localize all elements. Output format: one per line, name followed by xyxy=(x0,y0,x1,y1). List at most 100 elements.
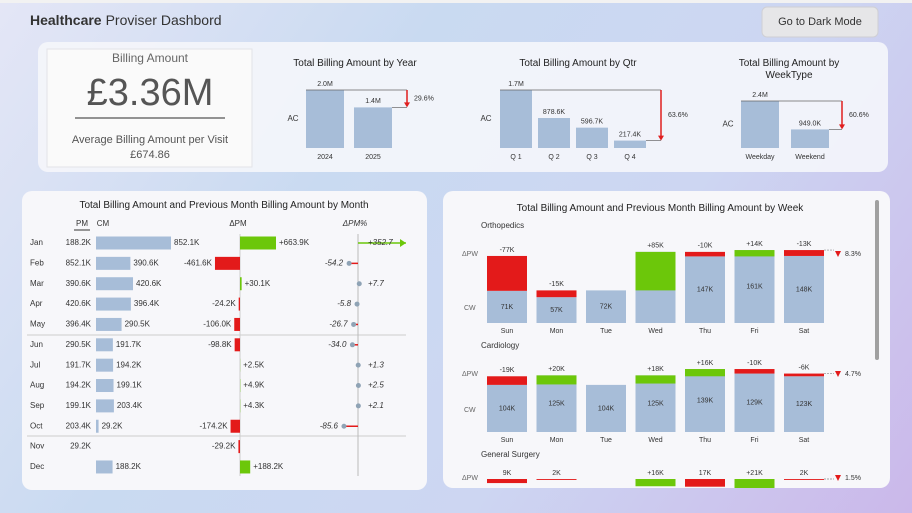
delta-label: +30.1K xyxy=(245,279,271,288)
cw-bar xyxy=(635,375,676,432)
dashboard-title: Healthcare Proviser Dashbord xyxy=(30,12,222,28)
dark-mode-button[interactable] xyxy=(761,6,879,38)
row-label: Apr xyxy=(30,299,43,308)
category-label: Sun xyxy=(501,437,514,444)
title-rest: Proviser Dashbord xyxy=(106,12,222,28)
bar xyxy=(791,129,829,148)
axis-label: ΔPW xyxy=(462,251,478,258)
cm-label: 29.2K xyxy=(102,421,124,430)
delta-bar xyxy=(734,479,775,488)
category-label: 2025 xyxy=(365,154,381,161)
column-header: ΔPM% xyxy=(342,219,367,228)
category-label: Wed xyxy=(648,328,662,335)
delta-bar xyxy=(214,256,240,270)
delta-label: -29.2K xyxy=(212,442,236,451)
value-label: 217.4K xyxy=(619,131,642,138)
delta-bar xyxy=(536,479,577,480)
delta-label: +20K xyxy=(548,366,565,373)
category-label: Q 3 xyxy=(586,154,597,161)
variance-arrow-head xyxy=(404,102,410,108)
cm-label: 191.7K xyxy=(116,340,142,349)
category-label: Wed xyxy=(648,437,662,444)
variance-label: 1.5% xyxy=(845,475,861,482)
delta-label: 2K xyxy=(800,470,809,477)
value-label: 878.6K xyxy=(543,109,566,116)
delta-bar xyxy=(784,479,824,480)
button-label[interactable]: Go to Dark Mode xyxy=(778,16,862,28)
pm-value: 199.1K xyxy=(66,401,92,410)
axis-label: AC xyxy=(722,120,733,129)
delta-label: +85K xyxy=(647,243,664,250)
cw-bar xyxy=(536,297,577,323)
bar xyxy=(354,107,392,148)
cm-bar xyxy=(96,236,171,250)
delta-label: +16K xyxy=(697,360,714,367)
pct-overflow-arrow xyxy=(400,239,406,247)
pct-marker xyxy=(355,362,361,368)
delta-bar xyxy=(685,479,725,487)
column-header: ΔPM xyxy=(229,219,247,228)
bar xyxy=(741,101,779,148)
delta-bar xyxy=(734,369,775,374)
delta-label: -10K xyxy=(698,243,713,250)
cw-label: 147K xyxy=(697,287,714,294)
delta-bar xyxy=(240,236,276,250)
row-label: May xyxy=(30,320,45,329)
delta-label: +21K xyxy=(746,470,763,477)
delta-label: -174.2K xyxy=(200,421,229,430)
variance-label: 60.6% xyxy=(849,112,869,119)
pm-value: 290.5K xyxy=(66,340,92,349)
category-label: Fri xyxy=(750,328,759,335)
scrollbar[interactable] xyxy=(875,200,879,360)
pm-value: 396.4K xyxy=(66,320,92,329)
delta-bar xyxy=(238,297,240,311)
cm-bar xyxy=(96,399,114,413)
pm-value: 390.6K xyxy=(66,279,92,288)
cm-bar xyxy=(96,419,99,433)
delta-label: 9K xyxy=(503,470,512,477)
pct-marker xyxy=(346,260,352,266)
pm-value: 194.2K xyxy=(66,381,92,390)
row-label: Nov xyxy=(30,442,44,451)
delta-bar xyxy=(536,375,577,385)
cw-label: 129K xyxy=(746,400,763,407)
pm-value: 29.2K xyxy=(70,442,92,451)
delta-label: +4.9K xyxy=(243,381,265,390)
pct-marker xyxy=(355,403,361,409)
pct-label: +1.3 xyxy=(368,360,384,369)
delta-bar xyxy=(635,251,676,291)
value-label: 1.4M xyxy=(365,98,381,105)
cw-label: 72K xyxy=(600,304,613,311)
cw-label: 104K xyxy=(598,405,615,412)
value-label: 596.7K xyxy=(581,118,604,125)
delta-bar xyxy=(240,277,242,291)
delta-label: -106.0K xyxy=(203,320,232,329)
delta-bar xyxy=(784,373,824,377)
delta-bar xyxy=(487,479,527,484)
variance-label: 8.3% xyxy=(845,251,861,258)
bar xyxy=(538,118,570,148)
delta-bar xyxy=(536,290,577,298)
delta-bar xyxy=(234,338,240,352)
variance-label: 4.7% xyxy=(845,371,861,378)
chart-title: Total Billing Amount and Previous Month … xyxy=(516,203,804,214)
pct-label: +2.5 xyxy=(368,381,384,390)
pct-marker xyxy=(354,301,360,307)
axis-label: CW xyxy=(464,407,476,414)
column-header: PM xyxy=(76,219,88,228)
cw-bar xyxy=(685,369,725,432)
pct-label: +7.7 xyxy=(368,279,384,288)
value-label: 2.0M xyxy=(317,81,333,88)
pct-label: -26.7 xyxy=(329,320,348,329)
pct-marker xyxy=(349,342,355,348)
delta-label: +663.9K xyxy=(279,238,310,247)
cm-label: 188.2K xyxy=(116,462,142,471)
kpi-label: Billing Amount xyxy=(112,51,189,65)
row-label: Sep xyxy=(30,401,45,410)
cw-bar xyxy=(734,250,775,323)
cm-label: 203.4K xyxy=(117,401,143,410)
variance-arrow xyxy=(835,371,841,377)
pct-label: -5.8 xyxy=(337,299,351,308)
variance-label: 29.6% xyxy=(414,96,434,103)
delta-label: +2.5K xyxy=(243,360,265,369)
